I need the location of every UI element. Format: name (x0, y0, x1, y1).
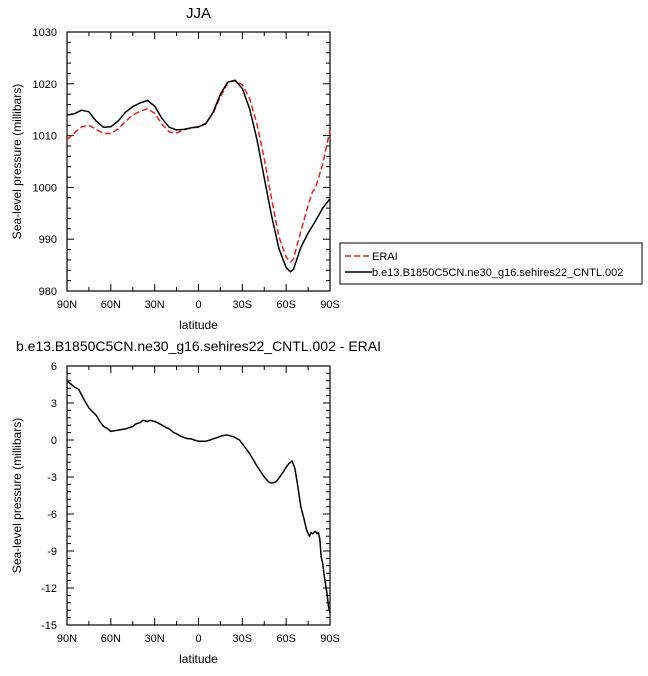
chart-title: JJA (186, 5, 211, 22)
y-tick-label: 1030 (33, 27, 57, 39)
y-tick-label: 1000 (33, 182, 57, 194)
y-tick-label: -9 (47, 546, 57, 558)
legend-box (339, 242, 643, 285)
y-tick-label: 980 (39, 286, 57, 298)
y-tick-label: -15 (41, 620, 57, 632)
plot-frame (66, 365, 331, 626)
x-tick-label: 60S (276, 633, 296, 645)
legend-label-1: b.e13.B1850C5CN.ne30_g16.sehires22_CNTL.… (372, 267, 623, 279)
x-tick-label: 90N (57, 633, 77, 645)
x-tick-label: 30N (145, 299, 165, 311)
y-tick-label: 0 (51, 435, 57, 447)
x-tick-label: 0 (195, 299, 201, 311)
series-line-0 (66, 380, 331, 613)
x-tick-label: 90S (320, 633, 340, 645)
series-line-0 (66, 79, 331, 263)
plot-frame (66, 31, 331, 292)
x-tick-label: 60N (101, 633, 121, 645)
x-tick-label: 0 (195, 633, 201, 645)
x-axis-label: latitude (179, 318, 218, 332)
x-tick-label: 90N (57, 299, 77, 311)
y-tick-label: 990 (39, 234, 57, 246)
x-axis-label: latitude (179, 652, 218, 666)
y-tick-label: 6 (51, 361, 57, 373)
bottom-panel: b.e13.B1850C5CN.ne30_g16.sehires22_CNTL.… (10, 338, 381, 666)
y-tick-label: -12 (41, 583, 57, 595)
y-tick-label: 3 (51, 398, 57, 410)
y-tick-label: 1010 (33, 131, 57, 143)
x-tick-label: 60N (101, 299, 121, 311)
x-tick-label: 30S (233, 633, 253, 645)
x-tick-label: 60S (276, 299, 296, 311)
legend: ERAI b.e13.B1850C5CN.ne30_g16.sehires22_C… (339, 242, 643, 285)
y-tick-label: 1020 (33, 79, 57, 91)
x-tick-label: 30S (233, 299, 253, 311)
top-panel: JJA 90N 60N 30N 0 30S 60S 90S 980 990 1000 1010 1020… (10, 5, 340, 332)
y-tick-label: -6 (47, 509, 57, 521)
y-axis-label: Sea-level pressure (millibars) (10, 418, 24, 573)
x-tick-label: 30N (145, 633, 165, 645)
legend-label-0: ERAI (372, 251, 398, 263)
x-tick-label: 90S (320, 299, 340, 311)
y-axis-label: Sea-level pressure (millibars) (10, 84, 24, 239)
y-tick-label: -3 (47, 472, 57, 484)
series-line-1 (66, 79, 331, 273)
chart-title: b.e13.B1850C5CN.ne30_g16.sehires22_CNTL.… (16, 338, 381, 354)
